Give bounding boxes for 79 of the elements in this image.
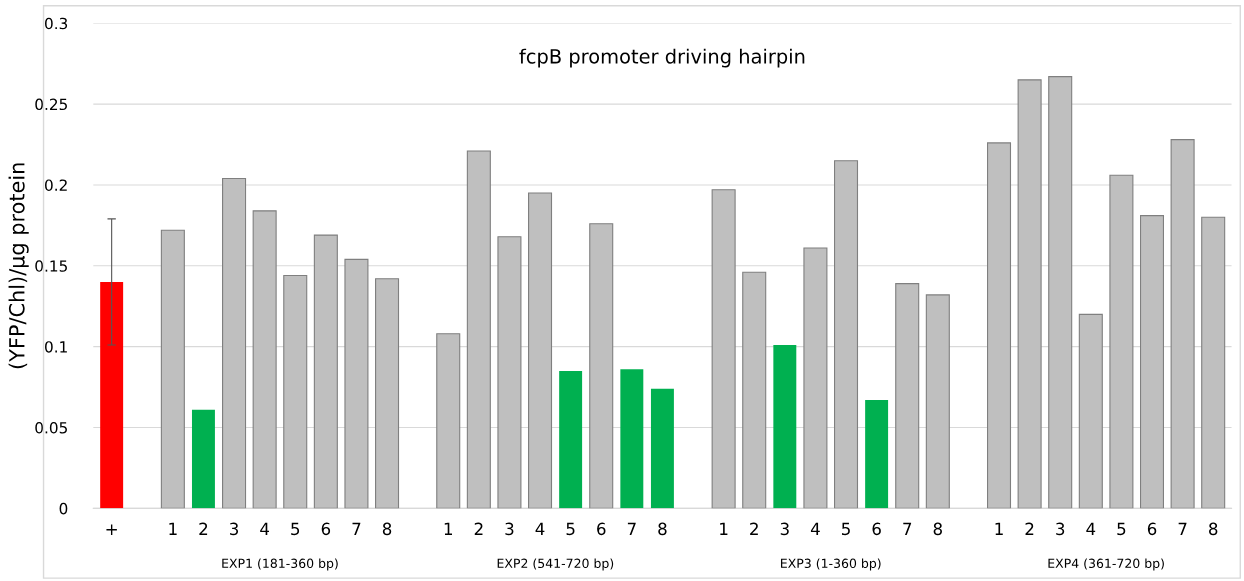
x-tick-label: 5 <box>842 522 850 536</box>
x-tick-label: 7 <box>1178 522 1187 535</box>
x-tick-label: 6 <box>1147 522 1157 536</box>
x-tick-label: 4 <box>535 522 545 535</box>
y-tick-label: 0.1 <box>45 341 67 353</box>
bar <box>436 333 461 509</box>
text: EXP1 (181-360 bp) <box>222 558 338 571</box>
bar <box>925 294 950 509</box>
bar <box>283 274 308 509</box>
bar <box>711 189 736 509</box>
x-tick-label: 1 <box>720 522 728 535</box>
bar <box>742 271 767 509</box>
bar <box>803 247 828 509</box>
x-tick-label: 6 <box>597 522 606 536</box>
y-tick-label: 0.3 <box>45 17 68 30</box>
x-tick-label: 8 <box>658 522 667 536</box>
bar <box>191 409 215 509</box>
bar <box>466 150 491 509</box>
y-tick-label: 0 <box>59 502 68 515</box>
bar <box>1048 76 1073 509</box>
y-tick-label: 0.25 <box>35 98 67 111</box>
x-tick-label: 7 <box>352 522 361 535</box>
bar <box>100 281 124 509</box>
x-tick-label: 4 <box>810 522 820 535</box>
x-tick-label: + <box>106 524 117 535</box>
bar <box>895 283 920 509</box>
x-tick-label: 8 <box>933 522 942 536</box>
x-tick-label: 6 <box>872 522 881 536</box>
bar <box>865 400 889 509</box>
x-tick-label: 7 <box>903 522 912 535</box>
bar <box>1170 139 1195 509</box>
x-tick-label: 6 <box>321 522 331 536</box>
x-tick-label: 3 <box>505 522 514 536</box>
text: fcpB promoter driving hairpin <box>519 48 805 68</box>
x-tick-label: 5 <box>291 522 300 536</box>
bar <box>1017 79 1042 509</box>
x-tick-label: 2 <box>474 522 483 535</box>
text: EXP2 (541-720 bp) <box>497 558 614 571</box>
bar <box>620 369 644 509</box>
bar <box>222 177 247 509</box>
x-tick-label: 2 <box>1025 522 1034 535</box>
text: EXP3 (1-360 bp) <box>781 558 881 571</box>
bar <box>252 210 277 509</box>
x-tick-label: 3 <box>230 522 239 536</box>
x-tick-label: 1 <box>169 522 177 535</box>
bar <box>773 345 797 509</box>
bar <box>1201 216 1226 509</box>
bar <box>1109 174 1134 509</box>
y-tick-label: 0.2 <box>45 179 67 191</box>
x-tick-label: 2 <box>199 522 208 535</box>
bar <box>1078 313 1103 509</box>
y-tick-label: 0.15 <box>35 260 67 272</box>
bar <box>986 142 1012 509</box>
x-tick-label: 5 <box>566 522 575 536</box>
bar <box>650 388 674 509</box>
bar <box>497 236 522 509</box>
x-tick-label: 5 <box>1117 522 1126 536</box>
x-tick-label: 8 <box>382 522 392 536</box>
x-tick-label: 2 <box>750 522 758 535</box>
x-tick-label: 3 <box>1056 522 1065 536</box>
x-tick-label: 8 <box>1209 522 1218 536</box>
x-tick-label: 1 <box>995 522 1003 535</box>
x-tick-label: 7 <box>627 522 636 535</box>
bar <box>313 234 338 509</box>
x-tick-label: 3 <box>780 522 789 536</box>
bar <box>1139 215 1165 509</box>
bar <box>344 258 369 509</box>
bar <box>375 278 400 509</box>
x-tick-label: 1 <box>444 522 452 535</box>
x-tick-label: 4 <box>1086 522 1096 535</box>
bar <box>589 223 614 509</box>
bar <box>833 160 859 509</box>
x-tick-label: 4 <box>260 522 270 535</box>
text: EXP4 (361-720 bp) <box>1048 558 1164 571</box>
bar <box>160 229 185 509</box>
bar <box>559 370 583 509</box>
y-tick-label: 0.05 <box>35 421 67 434</box>
bar <box>528 192 553 509</box>
y-axis-title: (YFP/Chl)/µg protein <box>8 163 29 369</box>
